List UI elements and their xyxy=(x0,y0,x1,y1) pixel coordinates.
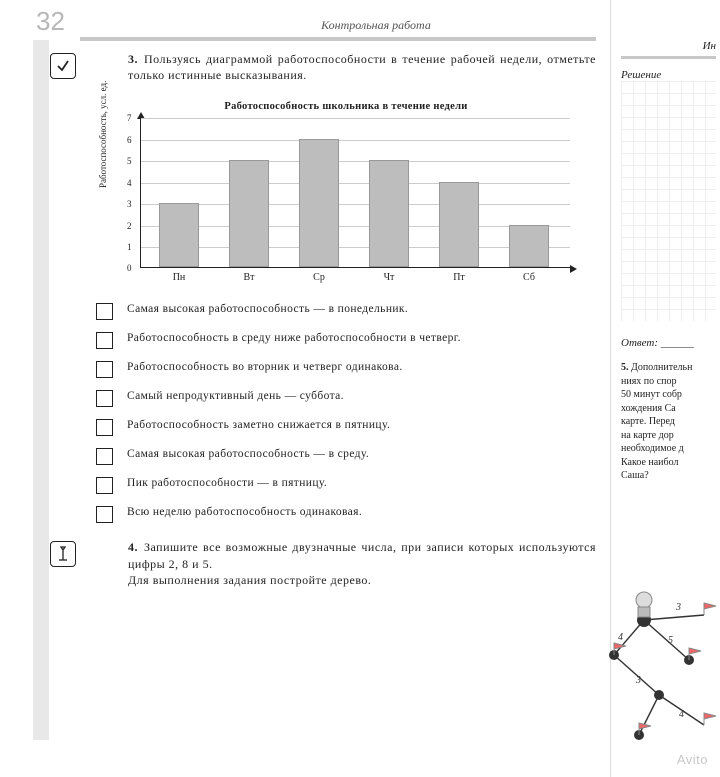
checkmark-icon xyxy=(50,53,76,79)
edge-label: 3 xyxy=(675,602,681,613)
gridline xyxy=(141,140,570,141)
y-tick-label: 6 xyxy=(127,135,132,145)
y-tick-label: 4 xyxy=(127,178,132,188)
statement-checkbox[interactable] xyxy=(96,448,113,465)
statement-text: Работоспособность во вторник и четверг о… xyxy=(127,360,596,376)
edge-label: 3 xyxy=(635,675,641,686)
statement-text: Пик работоспособности — в пятницу. xyxy=(127,476,596,492)
edge-label: 5 xyxy=(668,635,673,646)
solution-label: Решение xyxy=(621,69,716,81)
statement-text: Работоспособность в среду ниже работоспо… xyxy=(127,331,596,347)
statement-checkbox[interactable] xyxy=(96,506,113,523)
statement-row: Работоспособность заметно снижается в пя… xyxy=(96,418,596,436)
x-tick-label: Ср xyxy=(299,272,339,283)
edge-label: 4 xyxy=(679,709,684,720)
page-header: Контрольная работа xyxy=(156,18,596,33)
y-tick-label: 1 xyxy=(127,242,132,252)
x-tick-label: Пт xyxy=(439,272,479,283)
task-4-number: 4. xyxy=(128,539,138,555)
statement-checkbox[interactable] xyxy=(96,303,113,320)
statements-list: Самая высокая работоспособность — в поне… xyxy=(96,302,596,523)
statement-text: Самая высокая работоспособность — в поне… xyxy=(127,302,596,318)
statement-checkbox[interactable] xyxy=(96,419,113,436)
bar-Чт xyxy=(369,160,409,267)
chart-area: Работоспособность, усл. ед. 01234567ПнВт… xyxy=(112,118,596,288)
y-tick-label: 3 xyxy=(127,199,132,209)
gridline xyxy=(141,118,570,119)
bar-Пн xyxy=(159,203,199,267)
x-axis-arrow xyxy=(570,265,577,273)
header-rule xyxy=(80,37,596,41)
edge-label: 4 xyxy=(618,632,623,643)
x-tick-label: Сб xyxy=(509,272,549,283)
bar-Пт xyxy=(439,182,479,268)
statement-checkbox[interactable] xyxy=(96,390,113,407)
gridline xyxy=(141,161,570,162)
main-page: Контрольная работа 3. Пользуясь диаграмм… xyxy=(36,0,596,598)
statement-text: Самая высокая работоспособность — в сред… xyxy=(127,447,596,463)
gridline xyxy=(141,204,570,205)
gridline xyxy=(141,226,570,227)
answer-label-1: Ответ: xyxy=(621,337,658,349)
statement-row: Самый непродуктивный день — суббота. xyxy=(96,389,596,407)
route-diagram: 3 4 5 3 4 xyxy=(604,565,720,765)
statement-checkbox[interactable] xyxy=(96,332,113,349)
task-3-text: Пользуясь диаграммой работоспособности в… xyxy=(128,52,596,82)
solution-grid xyxy=(621,81,716,321)
statement-row: Самая высокая работоспособность — в сред… xyxy=(96,447,596,465)
bar-Ср xyxy=(299,139,339,268)
x-tick-label: Вт xyxy=(229,272,269,283)
statement-row: Работоспособность в среду ниже работоспо… xyxy=(96,331,596,349)
chart-block: Работоспособность школьника в течение не… xyxy=(96,101,596,288)
bar-Сб xyxy=(509,225,549,268)
statement-text: Всю неделю работоспособность одинаковая. xyxy=(127,505,596,521)
task-4-text: Запишите все возможные двузначные числа,… xyxy=(128,540,596,586)
statement-text: Самый непродуктивный день — суббота. xyxy=(127,389,596,405)
y-tick-label: 0 xyxy=(127,263,132,273)
question-5-fragment: 5. Дополнительнниях по спор50 минут собр… xyxy=(621,361,716,483)
right-header-rule xyxy=(621,56,716,59)
pencil-icon xyxy=(50,541,76,567)
right-header: Ин xyxy=(621,40,716,52)
chart-plot: 01234567ПнВтСрЧтПтСб xyxy=(140,118,570,268)
y-tick-label: 2 xyxy=(127,221,132,231)
x-tick-label: Чт xyxy=(369,272,409,283)
statement-row: Пик работоспособности — в пятницу. xyxy=(96,476,596,494)
statement-checkbox[interactable] xyxy=(96,477,113,494)
task-4: 4. Запишите все возможные двузначные чис… xyxy=(50,539,596,588)
statement-row: Работоспособность во вторник и четверг о… xyxy=(96,360,596,378)
watermark: Avito xyxy=(677,752,708,767)
task-3: 3. Пользуясь диаграммой работоспособност… xyxy=(50,51,596,83)
q5-number: 5. xyxy=(621,362,629,373)
chart-ylabel: Работоспособность, усл. ед. xyxy=(98,81,108,188)
bar-Вт xyxy=(229,160,269,267)
y-tick-label: 7 xyxy=(127,113,132,123)
gridline xyxy=(141,183,570,184)
y-tick-label: 5 xyxy=(127,156,132,166)
chart-title: Работоспособность школьника в течение не… xyxy=(96,101,596,112)
statement-text: Работоспособность заметно снижается в пя… xyxy=(127,418,596,434)
task-3-number: 3. xyxy=(128,51,138,67)
gridline xyxy=(141,247,570,248)
x-tick-label: Пн xyxy=(159,272,199,283)
statement-row: Всю неделю работоспособность одинаковая. xyxy=(96,505,596,523)
statement-checkbox[interactable] xyxy=(96,361,113,378)
statement-row: Самая высокая работоспособность — в поне… xyxy=(96,302,596,320)
